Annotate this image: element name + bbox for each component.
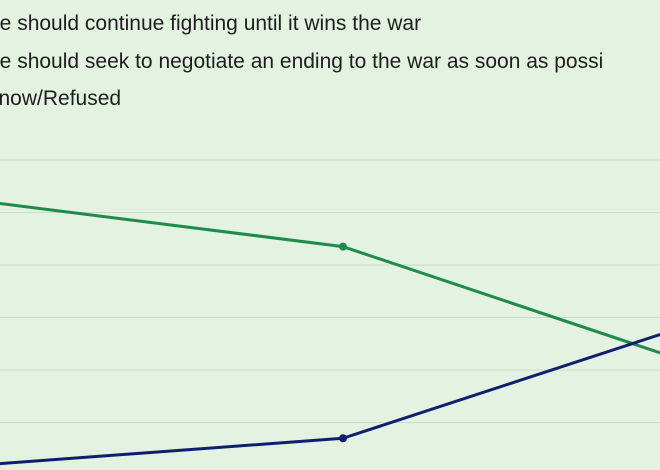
gridlines	[0, 159, 660, 423]
series-lines	[0, 201, 660, 466]
legend-item-continue-fighting: ne should continue fighting until it win…	[0, 12, 422, 35]
series-line-1	[0, 332, 660, 466]
data-point	[339, 434, 347, 443]
legend-item-dont-know: know/Refused	[0, 87, 122, 110]
data-point	[339, 242, 347, 251]
series-line-0	[0, 201, 660, 355]
chart-legend: ne should continue fighting until it win…	[0, 10, 660, 123]
legend-item-negotiate: ne should seek to negotiate an ending to…	[0, 49, 604, 73]
